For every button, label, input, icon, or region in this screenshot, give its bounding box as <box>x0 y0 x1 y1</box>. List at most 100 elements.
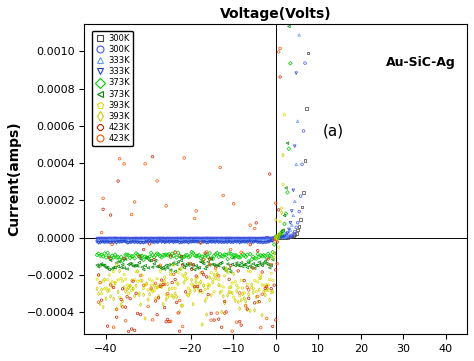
Point <box>231 279 239 284</box>
Point <box>252 239 260 244</box>
Point <box>266 265 273 271</box>
Point <box>276 231 284 236</box>
Point <box>125 240 132 245</box>
Point <box>105 240 113 245</box>
Point <box>146 277 154 282</box>
Point <box>123 235 131 241</box>
Point <box>203 235 210 241</box>
Point <box>136 235 143 241</box>
Point <box>111 279 119 285</box>
Point <box>156 235 164 241</box>
Point <box>183 239 191 245</box>
Point <box>140 238 147 243</box>
Point <box>283 140 291 146</box>
Point <box>116 156 123 162</box>
Point <box>113 262 120 268</box>
Point <box>128 287 136 293</box>
Point <box>102 235 110 241</box>
Point <box>264 237 272 243</box>
Point <box>200 283 208 288</box>
Point <box>224 270 231 275</box>
Point <box>113 240 120 246</box>
Point <box>206 282 213 288</box>
Point <box>206 262 213 268</box>
Point <box>161 235 168 241</box>
Point <box>163 203 170 209</box>
Point <box>132 262 140 268</box>
Point <box>111 239 119 245</box>
Point <box>246 238 254 244</box>
Point <box>292 70 300 76</box>
Point <box>158 283 165 289</box>
Point <box>219 193 227 199</box>
Point <box>164 291 172 296</box>
Point <box>219 237 227 243</box>
Point <box>96 235 104 241</box>
Point <box>290 213 297 218</box>
Point <box>137 278 145 284</box>
Point <box>98 287 105 292</box>
Point <box>158 237 165 243</box>
Point <box>233 319 240 325</box>
Point <box>168 239 176 245</box>
Point <box>183 235 191 241</box>
Point <box>156 253 164 259</box>
Point <box>248 235 255 241</box>
Point <box>176 235 183 241</box>
Point <box>174 259 182 265</box>
Point <box>123 266 131 272</box>
Point <box>272 200 280 206</box>
Point <box>107 235 114 241</box>
Point <box>119 262 127 268</box>
Point <box>273 233 281 239</box>
Point <box>100 206 107 212</box>
Point <box>155 235 163 241</box>
Point <box>111 235 119 241</box>
Point <box>127 236 134 242</box>
Point <box>101 262 109 268</box>
Point <box>176 329 183 334</box>
Point <box>234 235 242 241</box>
Point <box>145 240 152 245</box>
Point <box>218 260 226 265</box>
Point <box>183 237 191 243</box>
Point <box>165 286 173 292</box>
Point <box>273 238 281 243</box>
Point <box>182 289 190 295</box>
Point <box>212 275 219 281</box>
Point <box>243 235 251 241</box>
Point <box>137 240 145 246</box>
Point <box>204 254 212 260</box>
Point <box>203 235 210 241</box>
Point <box>291 143 299 149</box>
Point <box>251 226 258 231</box>
Point <box>249 239 257 245</box>
Point <box>224 292 231 298</box>
Point <box>263 235 271 241</box>
Point <box>143 255 150 261</box>
Point <box>149 238 156 243</box>
Point <box>185 285 192 291</box>
Point <box>260 283 267 288</box>
Point <box>114 254 122 260</box>
Point <box>177 240 185 245</box>
Point <box>191 216 199 221</box>
Point <box>285 146 292 152</box>
Point <box>233 239 240 245</box>
Point <box>96 235 104 241</box>
Point <box>270 255 278 261</box>
Point <box>237 239 245 245</box>
Point <box>170 235 177 241</box>
Point <box>291 199 299 204</box>
Point <box>252 220 260 226</box>
Point <box>128 237 136 243</box>
Point <box>266 235 273 241</box>
Point <box>154 312 161 318</box>
Point <box>261 235 269 241</box>
Point <box>263 316 271 321</box>
Point <box>134 235 141 241</box>
Y-axis label: Current(amps): Current(amps) <box>7 122 21 236</box>
Point <box>129 286 137 291</box>
Point <box>292 225 300 230</box>
Point <box>227 235 235 241</box>
